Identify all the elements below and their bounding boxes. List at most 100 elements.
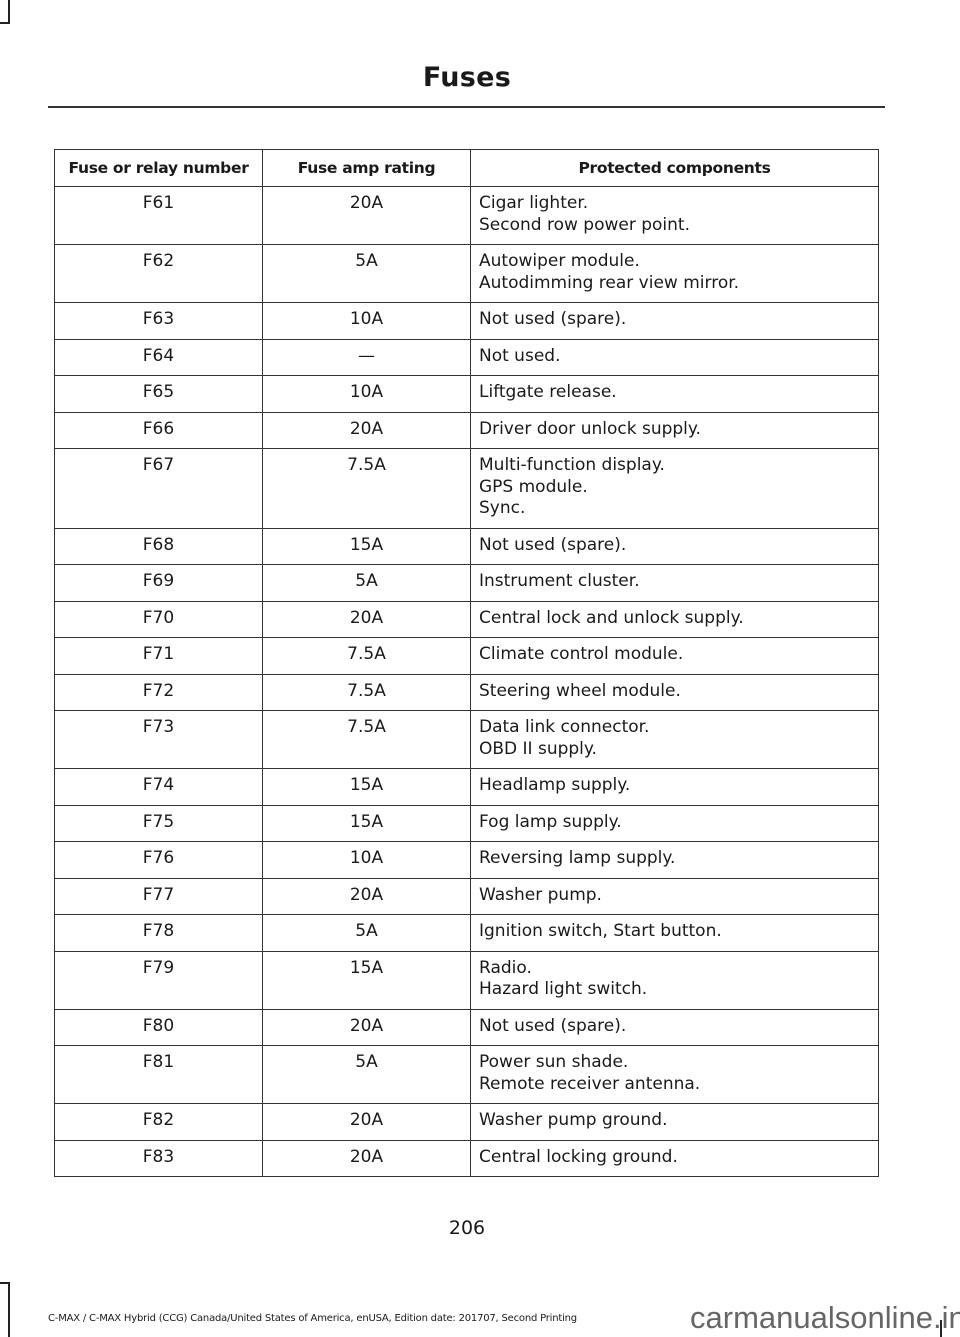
fuse-number: F73 — [54, 710, 263, 769]
protected-components: Washer pump. — [470, 877, 879, 915]
protected-components: Autowiper module. Autodimming rear view m… — [470, 244, 879, 303]
component-line: Autodimming rear view mirror. — [479, 272, 740, 293]
footer-text: C-MAX / C-MAX Hybrid (CCG) Canada/United… — [48, 1313, 577, 1324]
protected-components: Radio. Hazard light switch. — [470, 950, 879, 1010]
protected-components: Steering wheel module. — [470, 673, 879, 711]
protected-components: Power sun shade. Remote receiver antenna. — [470, 1045, 879, 1104]
crop-mark-bottom-right — [940, 1320, 942, 1337]
amp-rating: 15A — [262, 527, 471, 565]
crop-mark-bottom-left — [8, 1282, 10, 1337]
component-line: Second row power point. — [479, 214, 690, 235]
protected-components: Not used. — [470, 338, 879, 376]
amp-rating: — — [262, 338, 471, 376]
component-line: Data link connector. — [479, 717, 650, 737]
component-line: Liftgate release. — [479, 382, 617, 402]
fuse-number: F64 — [54, 338, 263, 376]
table-row: F65 10A Liftgate release. — [54, 375, 879, 413]
component-line: Sync. — [479, 498, 526, 518]
table-row: F73 7.5A Data link connector. OBD II supply… — [54, 710, 879, 769]
fuse-number: F68 — [54, 527, 263, 565]
table-row: F77 20A Washer pump. — [54, 877, 879, 915]
fuse-number: F65 — [54, 375, 263, 413]
fuse-number: F69 — [54, 564, 263, 602]
table-row: F80 20A Not used (spare). — [54, 1008, 879, 1046]
component-line: Fog lamp supply. — [479, 811, 622, 832]
protected-components: Reversing lamp supply. — [470, 841, 879, 879]
fuse-number: F76 — [54, 841, 263, 879]
table-header-row: Fuse or relay number Fuse amp rating Pro… — [54, 149, 879, 187]
table-row: F61 20A Cigar lighter. Second row power poi… — [54, 186, 879, 245]
amp-rating: 20A — [262, 186, 471, 245]
fuse-table: Fuse or relay number Fuse amp rating Pro… — [54, 149, 879, 1177]
amp-rating: 15A — [262, 950, 471, 1010]
amp-rating: 10A — [262, 302, 471, 340]
component-line: Remote receiver antenna. — [479, 1073, 701, 1094]
page-title: Fuses — [422, 62, 512, 93]
amp-rating: 7.5A — [262, 673, 471, 711]
protected-components: Central lock and unlock supply. — [470, 600, 879, 638]
protected-components: Climate control module. — [470, 637, 879, 675]
table-row: F72 7.5A Steering wheel module. — [54, 673, 879, 711]
table-row: F79 15A Radio. Hazard light switch. — [54, 950, 879, 1010]
table-row: F81 5A Power sun shade. Remote receiver ant… — [54, 1045, 879, 1104]
component-line: Washer pump. — [479, 884, 602, 905]
fuse-number: F83 — [54, 1139, 263, 1177]
fuse-number: F71 — [54, 637, 263, 675]
table-row: F71 7.5A Climate control module. — [54, 637, 879, 675]
table-row: F63 10A Not used (spare). — [54, 302, 879, 340]
protected-components: Ignition switch, Start button. — [470, 914, 879, 952]
component-line: Climate control module. — [479, 644, 684, 664]
protected-components: Multi-function display. GPS module. Sync. — [470, 448, 879, 529]
component-line: Multi-function display. — [479, 455, 665, 475]
protected-components: Fog lamp supply. — [470, 804, 879, 842]
component-line: Power sun shade. — [479, 1052, 629, 1072]
component-line: Headlamp supply. — [479, 775, 631, 795]
component-line: Autowiper module. — [479, 251, 640, 271]
amp-rating: 20A — [262, 600, 471, 638]
fuse-number: F61 — [54, 186, 263, 245]
component-line: Driver door unlock supply. — [479, 418, 701, 439]
table-row: F82 20A Washer pump ground. — [54, 1103, 879, 1141]
component-line: Ignition switch, Start button. — [479, 921, 722, 941]
table-row: F76 10A Reversing lamp supply. — [54, 841, 879, 879]
amp-rating: 15A — [262, 768, 471, 806]
protected-components: Not used (spare). — [470, 302, 879, 340]
protected-components: Cigar lighter. Second row power point. — [470, 186, 879, 245]
component-line: Not used (spare). — [479, 534, 627, 555]
amp-rating: 7.5A — [262, 448, 471, 529]
protected-components: Headlamp supply. — [470, 768, 879, 806]
column-header-amp: Fuse amp rating — [262, 149, 471, 187]
page-number: 206 — [448, 1217, 486, 1239]
amp-rating: 5A — [262, 914, 471, 952]
protected-components: Driver door unlock supply. — [470, 411, 879, 449]
fuse-number: F74 — [54, 768, 263, 806]
component-line: Radio. — [479, 957, 532, 978]
protected-components: Washer pump ground. — [470, 1103, 879, 1141]
table-row: F83 20A Central locking ground. — [54, 1139, 879, 1177]
protected-components: Not used (spare). — [470, 527, 879, 565]
column-header-fuse: Fuse or relay number — [54, 149, 263, 187]
component-line: Steering wheel module. — [479, 680, 681, 701]
crop-mark-top-left — [8, 0, 10, 22]
component-line: Hazard light switch. — [479, 979, 648, 999]
component-line: Not used (spare). — [479, 1015, 627, 1036]
component-line: OBD II supply. — [479, 738, 597, 759]
component-line: Not used (spare). — [479, 309, 627, 329]
table-row: F62 5A Autowiper module. Autodimming rear v… — [54, 244, 879, 303]
amp-rating: 20A — [262, 1139, 471, 1177]
amp-rating: 20A — [262, 1008, 471, 1046]
table-row: F75 15A Fog lamp supply. — [54, 804, 879, 842]
title-divider — [48, 106, 885, 108]
fuse-number: F75 — [54, 804, 263, 842]
fuse-number: F63 — [54, 302, 263, 340]
component-line: Not used. — [479, 345, 561, 366]
fuse-number: F70 — [54, 600, 263, 638]
amp-rating: 5A — [262, 244, 471, 303]
table-row: F70 20A Central lock and unlock supply. — [54, 600, 879, 638]
column-header-components: Protected components — [470, 149, 879, 187]
component-line: Central lock and unlock supply. — [479, 607, 744, 628]
crop-mark-bottom-left — [0, 1282, 10, 1284]
table-row: F64— Not used. — [54, 338, 879, 376]
amp-rating: 7.5A — [262, 637, 471, 675]
fuse-number: F77 — [54, 877, 263, 915]
